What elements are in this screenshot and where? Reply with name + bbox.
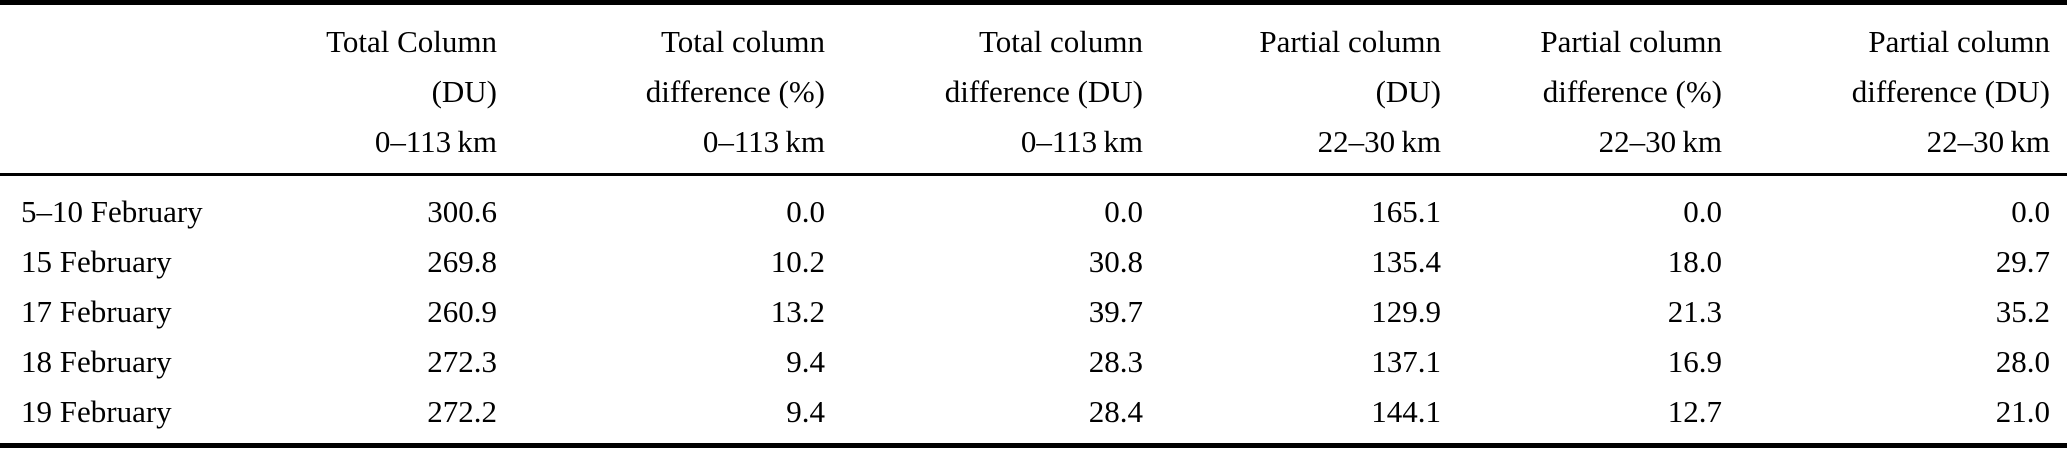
table-row: 19 February 272.2 9.4 28.4 144.1 12.7 21… <box>0 387 2050 437</box>
data-cell: 135.4 <box>1371 244 1441 279</box>
data-cell: 28.4 <box>1088 394 1143 429</box>
header-line-3: 22–30 km <box>1926 124 2050 159</box>
header-line-3: 22–30 km <box>1317 124 1441 159</box>
row-label: 17 February <box>21 294 172 329</box>
data-cell: 129.9 <box>1371 294 1441 329</box>
data-cell: 137.1 <box>1371 344 1441 379</box>
data-cell: 29.7 <box>1995 244 2050 279</box>
data-cell: 0.0 <box>786 194 825 229</box>
ozone-column-table: Total Column (DU) 0–113 km Total column … <box>0 5 2050 437</box>
header-line-1: Partial column <box>1259 24 1441 59</box>
table-row: 17 February 260.9 13.2 39.7 129.9 21.3 3… <box>0 287 2050 337</box>
data-cell: 269.8 <box>427 244 497 279</box>
row-label: 19 February <box>21 394 172 429</box>
header-line-3: 0–113 km <box>702 124 825 159</box>
header-line-3: 0–113 km <box>374 124 497 159</box>
data-cell: 0.0 <box>1104 194 1143 229</box>
data-cell: 260.9 <box>427 294 497 329</box>
data-cell: 272.3 <box>427 344 497 379</box>
table-row: 5–10 February 300.6 0.0 0.0 165.1 0.0 0.… <box>0 173 2050 237</box>
header-line-2: (DU) <box>1375 74 1441 109</box>
header-cell-partial-diff-pct: Partial column difference (%) 22–30 km <box>1441 5 1722 173</box>
data-cell: 272.2 <box>427 394 497 429</box>
header-line-1: Total Column <box>326 24 497 59</box>
header-line-1: Total column <box>661 24 825 59</box>
data-cell: 13.2 <box>770 294 825 329</box>
data-cell: 9.4 <box>786 394 825 429</box>
header-line-2: (DU) <box>431 74 497 109</box>
data-cell: 0.0 <box>2011 194 2050 229</box>
data-cell: 30.8 <box>1088 244 1143 279</box>
table-body: 5–10 February 300.6 0.0 0.0 165.1 0.0 0.… <box>0 173 2050 437</box>
header-line-1: Total column <box>979 24 1143 59</box>
data-cell: 39.7 <box>1088 294 1143 329</box>
header-line-1: Partial column <box>1868 24 2050 59</box>
data-cell: 21.3 <box>1667 294 1722 329</box>
header-cell-empty <box>0 5 240 173</box>
data-cell: 0.0 <box>1683 194 1722 229</box>
data-cell: 300.6 <box>427 194 497 229</box>
header-cell-partial-diff-du: Partial column difference (DU) 22–30 km <box>1722 5 2050 173</box>
header-cell-total-diff-du: Total column difference (DU) 0–113 km <box>825 5 1143 173</box>
header-line-2: difference (%) <box>645 74 825 109</box>
header-line-3: 22–30 km <box>1598 124 1722 159</box>
data-cell: 16.9 <box>1667 344 1722 379</box>
header-line-2: difference (DU) <box>944 74 1143 109</box>
table-row: 18 February 272.3 9.4 28.3 137.1 16.9 28… <box>0 337 2050 387</box>
header-line-1: Partial column <box>1540 24 1722 59</box>
data-cell: 35.2 <box>1995 294 2050 329</box>
table-row: 15 February 269.8 10.2 30.8 135.4 18.0 2… <box>0 237 2050 287</box>
data-cell: 10.2 <box>770 244 825 279</box>
row-label: 15 February <box>21 244 172 279</box>
header-cell-total-diff-pct: Total column difference (%) 0–113 km <box>497 5 825 173</box>
table-bottom-rule <box>0 443 2067 448</box>
data-cell: 12.7 <box>1667 394 1722 429</box>
header-line-3: 0–113 km <box>1020 124 1143 159</box>
data-cell: 18.0 <box>1667 244 1722 279</box>
header-line-2: difference (%) <box>1542 74 1722 109</box>
data-cell: 9.4 <box>786 344 825 379</box>
header-row: Total Column (DU) 0–113 km Total column … <box>0 5 2050 173</box>
data-cell: 165.1 <box>1371 194 1441 229</box>
row-label: 5–10 February <box>21 194 203 229</box>
header-cell-total-column-du: Total Column (DU) 0–113 km <box>240 5 497 173</box>
table-header: Total Column (DU) 0–113 km Total column … <box>0 5 2050 173</box>
table-top-rule <box>0 0 2067 5</box>
row-label: 18 February <box>21 344 172 379</box>
data-cell: 144.1 <box>1371 394 1441 429</box>
header-cell-partial-column-du: Partial column (DU) 22–30 km <box>1143 5 1441 173</box>
data-cell: 28.3 <box>1088 344 1143 379</box>
data-cell: 21.0 <box>1995 394 2050 429</box>
header-line-2: difference (DU) <box>1851 74 2050 109</box>
table-header-rule <box>0 173 2067 176</box>
data-cell: 28.0 <box>1995 344 2050 379</box>
